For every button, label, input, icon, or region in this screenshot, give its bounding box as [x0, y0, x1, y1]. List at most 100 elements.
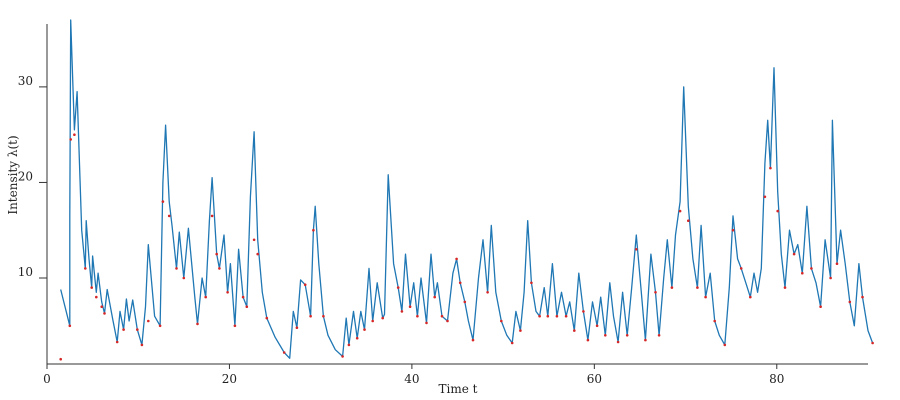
event-point: [167, 214, 171, 218]
event-point: [455, 257, 458, 261]
event-point: [783, 286, 787, 289]
event-point: [84, 267, 87, 270]
event-point: [226, 291, 229, 294]
event-point: [69, 138, 72, 141]
event-point: [196, 322, 199, 326]
event-point: [471, 338, 475, 342]
event-point: [341, 355, 344, 358]
x-tick-label: 20: [222, 372, 237, 386]
event-point: [604, 334, 607, 337]
event-point: [654, 291, 657, 294]
event-point: [731, 228, 735, 232]
event-point: [848, 300, 852, 304]
event-point: [400, 310, 404, 313]
event-point: [312, 228, 315, 232]
x-tick-label: 60: [587, 372, 602, 386]
event-point: [122, 328, 125, 331]
event-point: [723, 343, 727, 347]
plot-area: [59, 19, 874, 361]
event-point: [218, 267, 221, 270]
event-point: [644, 338, 647, 342]
event-point: [440, 314, 444, 318]
event-point: [555, 314, 559, 318]
event-point: [463, 300, 467, 304]
event-point: [147, 319, 150, 323]
x-axis-title: Time t: [439, 382, 478, 396]
event-point: [769, 166, 772, 170]
event-point: [282, 351, 286, 354]
event-point: [635, 248, 638, 251]
event-point: [363, 328, 366, 331]
event-point: [763, 195, 767, 199]
event-point: [265, 316, 269, 320]
event-point: [749, 295, 752, 299]
event-point: [175, 267, 178, 270]
event-point: [371, 319, 375, 323]
event-point: [538, 314, 541, 318]
event-point: [696, 286, 699, 289]
event-point: [801, 271, 804, 275]
event-point: [347, 343, 351, 347]
intensity-line: [60, 19, 874, 359]
event-point: [73, 133, 76, 136]
event-point: [810, 267, 813, 270]
event-point: [256, 252, 260, 256]
event-point: [519, 329, 522, 332]
event-point: [616, 340, 620, 344]
event-point: [486, 291, 489, 294]
event-point: [210, 214, 214, 218]
event-point: [546, 314, 550, 318]
event-point: [425, 321, 428, 325]
event-point: [204, 295, 207, 299]
event-point: [381, 316, 385, 320]
event-point: [595, 324, 599, 328]
event-point: [396, 286, 400, 289]
event-point: [433, 295, 437, 299]
event-point: [687, 219, 690, 222]
event-point: [871, 341, 874, 345]
event-point: [416, 314, 419, 318]
event-point: [233, 324, 237, 328]
event-point: [295, 326, 299, 330]
event-point: [252, 238, 256, 242]
event-point: [245, 305, 249, 309]
event-point: [510, 341, 514, 345]
event-point: [835, 262, 839, 266]
event-point: [776, 209, 779, 213]
event-point: [158, 324, 162, 328]
y-tick-label: 10: [18, 265, 33, 279]
event-point: [657, 334, 661, 337]
event-point: [739, 267, 743, 270]
event-point: [792, 252, 796, 256]
event-point: [586, 338, 590, 342]
event-point: [500, 319, 503, 323]
event-point: [355, 336, 359, 340]
event-point: [446, 319, 449, 323]
event-point: [59, 357, 62, 361]
event-point: [573, 329, 576, 332]
event-point: [458, 281, 462, 285]
event-point: [713, 319, 716, 323]
y-axis-title: Intensity λ(t): [6, 135, 20, 214]
event-point: [103, 312, 106, 315]
event-point: [140, 343, 144, 347]
event-point: [582, 310, 585, 313]
event-point: [322, 314, 325, 318]
event-point: [829, 276, 832, 280]
event-point: [100, 305, 103, 309]
event-point: [90, 286, 93, 289]
x-tick-label: 40: [404, 372, 419, 386]
event-point: [670, 286, 674, 289]
event-point: [861, 295, 864, 299]
event-point: [136, 328, 139, 331]
event-point: [161, 200, 165, 203]
event-point: [182, 276, 186, 280]
event-point: [564, 314, 568, 318]
event-point: [819, 305, 822, 309]
y-axis: 10 20 30: [18, 24, 48, 364]
event-point: [309, 314, 312, 318]
event-point: [68, 324, 72, 328]
x-tick-label: 80: [769, 372, 784, 386]
event-point: [215, 252, 218, 256]
